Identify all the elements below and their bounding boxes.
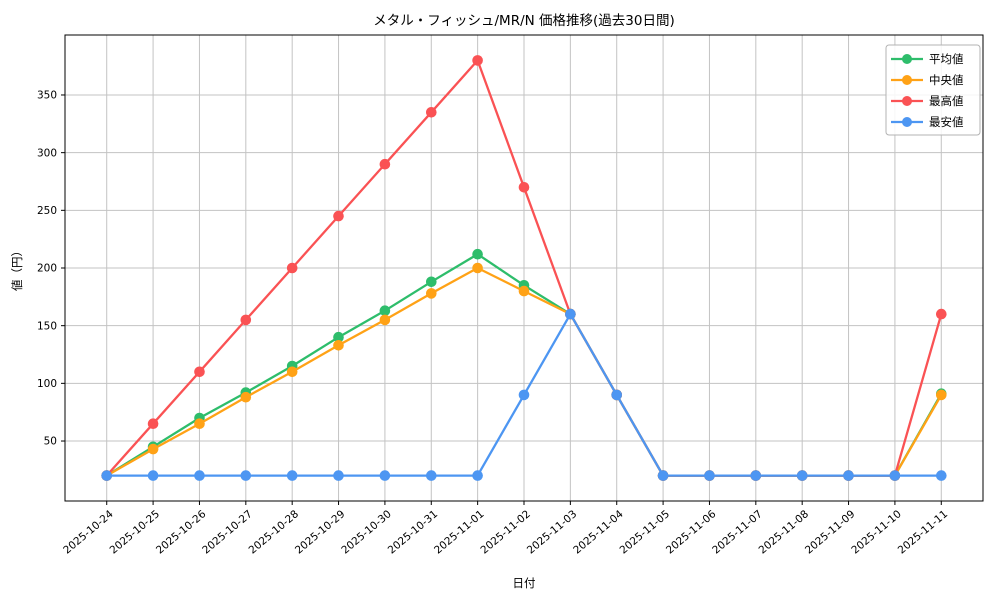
- series-max-point: [286, 262, 298, 274]
- series-median-point: [147, 443, 159, 455]
- x-tick-label: 2025-10-29: [293, 508, 347, 556]
- x-tick-label: 2025-10-30: [339, 508, 393, 556]
- legend-item-average-marker: [902, 54, 912, 64]
- y-tick-label: 250: [37, 205, 57, 217]
- x-tick-label: 2025-11-03: [525, 508, 579, 556]
- y-tick-label: 100: [37, 378, 57, 390]
- series-average-point: [379, 305, 391, 317]
- series-max-point: [379, 158, 391, 170]
- legend-item-min-marker: [902, 117, 912, 127]
- y-tick-label: 350: [37, 90, 57, 102]
- series-min-point: [333, 470, 344, 481]
- series-median-point: [426, 288, 437, 299]
- series-min-point: [286, 470, 298, 481]
- y-axis-label: 値（円）: [10, 245, 24, 291]
- plot-axes-layer: 50 100 150 200 250 300 350 2025-10-242025-10-25…: [37, 34, 984, 557]
- series-max-point: [518, 182, 530, 193]
- legend-item-max: 最高値: [891, 94, 964, 108]
- legend-frame: [885, 44, 981, 136]
- y-tick-label: 300: [37, 147, 57, 159]
- series-min-point: [843, 470, 854, 481]
- series-median-point: [472, 262, 483, 274]
- series-average-point: [333, 331, 344, 343]
- x-tick-label: 2025-11-09: [803, 508, 857, 556]
- series-min-point: [426, 470, 437, 481]
- x-axis-label: 日付: [513, 576, 536, 590]
- series-min-point: [936, 470, 947, 481]
- legend-item-max-marker: [902, 96, 912, 106]
- y-tick-label: 200: [37, 263, 57, 275]
- series-min-point: [147, 470, 159, 481]
- x-tick-label: 2025-10-27: [200, 508, 254, 556]
- series-median-point: [518, 285, 530, 297]
- series-min: [101, 308, 947, 481]
- series-median-point: [333, 340, 344, 351]
- legend-item-min: 最安値: [891, 115, 964, 129]
- series-min-point: [379, 470, 391, 481]
- x-tick-label: 2025-11-01: [432, 508, 486, 556]
- series-min-point: [889, 470, 901, 481]
- series-median-point: [286, 366, 298, 378]
- legend-item-average: 平均値: [891, 52, 964, 66]
- x-tick-label: 2025-10-26: [154, 508, 209, 557]
- series-min-point: [565, 308, 576, 320]
- legend-item-average-label: 平均値: [929, 52, 964, 66]
- series-min-point: [101, 470, 112, 481]
- series-min-point: [704, 470, 715, 481]
- x-tick-label: 2025-11-05: [618, 508, 672, 556]
- series-average-point: [472, 248, 483, 260]
- y-tick-label: 150: [37, 320, 57, 332]
- legend-item-min-label: 最安値: [929, 115, 964, 129]
- x-tick-label: 2025-11-02: [478, 508, 532, 556]
- series-median-point: [936, 389, 947, 401]
- series-max-point: [240, 314, 252, 326]
- series-max-point: [472, 55, 483, 66]
- series-max-point: [194, 366, 205, 378]
- legend-item-median: 中央値: [891, 73, 964, 87]
- chart-title: メタル・フィッシュ/MR/N 価格推移(過去30日間): [373, 13, 674, 29]
- series-min-point: [611, 389, 622, 401]
- series-average-point: [426, 276, 437, 288]
- series-min-point: [796, 470, 808, 481]
- series-max-point: [333, 210, 344, 222]
- series-min-point: [472, 470, 483, 481]
- x-tick-label: 2025-10-31: [386, 508, 440, 556]
- x-tick-label: 2025-11-04: [571, 508, 626, 557]
- plot-series-layer: [101, 55, 947, 481]
- series-median-point: [379, 314, 391, 326]
- legend-item-median-label: 中央値: [929, 73, 964, 87]
- x-tick-label: 2025-10-24: [61, 508, 116, 557]
- series-max-point: [936, 308, 947, 320]
- x-tick-label: 2025-11-10: [849, 508, 903, 556]
- x-tick-label: 2025-10-28: [247, 508, 301, 556]
- series-median-point: [240, 391, 252, 403]
- x-tick-label: 2025-11-08: [757, 508, 811, 556]
- series-min-point: [750, 470, 762, 481]
- series-max-point: [426, 107, 437, 118]
- legend-item-median-marker: [902, 75, 912, 85]
- series-min-point: [240, 470, 252, 481]
- x-tick-label: 2025-11-11: [896, 508, 950, 556]
- x-tick-label: 2025-11-06: [664, 508, 719, 557]
- series-min-point: [194, 470, 205, 481]
- legend-item-max-label: 最高値: [929, 94, 964, 108]
- x-tick-label: 2025-11-07: [710, 508, 764, 556]
- plot-grid-layer: [65, 35, 983, 501]
- series-min-point: [518, 389, 530, 401]
- x-tick-label: 2025-10-25: [108, 508, 162, 556]
- series-median-point: [194, 418, 205, 430]
- series-max-point: [147, 418, 159, 430]
- series-min-point: [657, 470, 669, 481]
- y-tick-label: 50: [44, 436, 57, 448]
